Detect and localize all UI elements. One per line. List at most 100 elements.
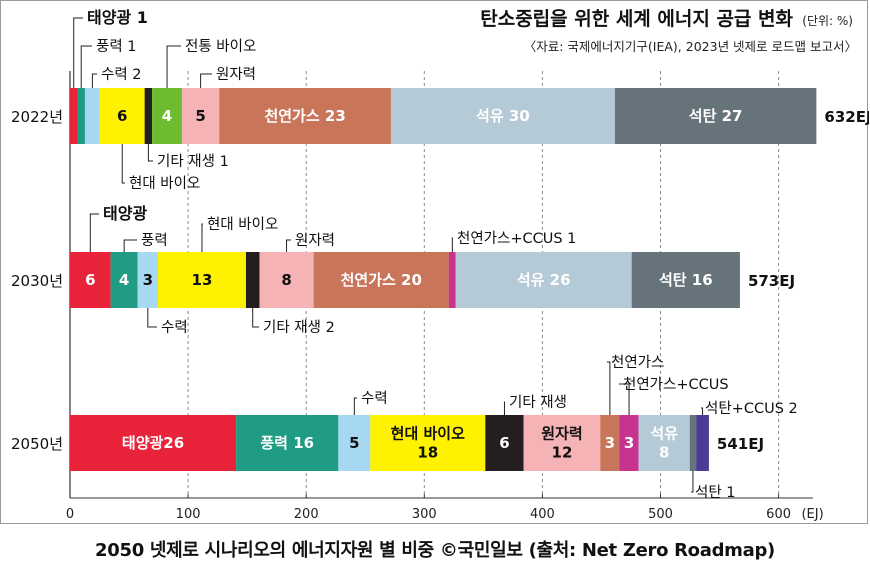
x-tick-label: 0 — [66, 507, 74, 522]
row-label: 2030년 — [11, 272, 63, 290]
callout-label: 천연가스+CCUS 1 — [457, 230, 576, 247]
leader-line — [503, 401, 505, 415]
segment-label: 4 — [162, 107, 172, 125]
figure-caption: 2050 넷제로 시나리오의 에너지자원 별 비중 ©국민일보 (출처: Net… — [95, 540, 775, 561]
bar-segment — [448, 252, 456, 308]
segment-label: 4 — [119, 271, 129, 289]
row-label: 2022년 — [11, 108, 63, 126]
segment-label: 천연가스 20 — [341, 271, 422, 289]
x-axis-unit: (EJ) — [801, 507, 823, 522]
segment-label: 석유 30 — [476, 107, 530, 125]
leader-line — [73, 17, 83, 88]
leader-line — [91, 73, 97, 88]
bar-segment — [523, 415, 601, 471]
bar-segment — [390, 88, 615, 144]
bar-segment — [338, 415, 371, 471]
segment-label: 8 — [659, 444, 669, 462]
bar-segment — [70, 88, 78, 144]
bar-segment — [77, 88, 85, 144]
stacked-bar-chart: 탄소중립을 위한 세계 에너지 공급 변화 (단위: %) 〈자료: 국제에너지기구… — [11, 8, 869, 522]
callout-label: 풍력 1 — [96, 38, 137, 55]
leader-line — [607, 361, 611, 415]
leader-line — [89, 213, 99, 252]
leader-line — [147, 308, 157, 328]
bar-segment — [181, 88, 220, 144]
source-note: 〈자료: 국제에너지기구(IEA), 2023년 넷제로 로드맵 보고서〉 — [524, 39, 857, 54]
segment-label: 천연가스 23 — [264, 107, 345, 125]
bar-segment — [110, 252, 138, 308]
callout-label: 기타 재생 1 — [157, 153, 229, 170]
row-total: 541EJ — [717, 435, 764, 453]
bar-segment — [455, 252, 632, 308]
bar-segment — [696, 415, 709, 471]
segment-label: 태양광26 — [122, 434, 184, 452]
chart-title: 탄소중립을 위한 세계 에너지 공급 변화 — [480, 8, 793, 30]
segment-label: 8 — [281, 271, 291, 289]
chart-frame: 탄소중립을 위한 세계 에너지 공급 변화 (단위: %) 〈자료: 국제에너지기구… — [0, 0, 869, 524]
segment-label: 18 — [417, 444, 438, 462]
bar-segment — [219, 88, 391, 144]
callout-label: 수력 — [161, 319, 188, 336]
segment-label: 석유 — [650, 425, 678, 443]
unit-label: (단위: %) — [802, 14, 853, 28]
leader-line — [121, 144, 125, 184]
bar-segment — [638, 415, 690, 471]
callout-label: 석탄 1 — [695, 484, 736, 501]
callout-label: 수력 — [361, 390, 388, 407]
leader-line — [166, 45, 181, 88]
callout-label: 천연가스 — [611, 354, 664, 371]
callout-label: 풍력 — [141, 232, 168, 249]
leader-line — [619, 383, 630, 415]
segment-label: 12 — [552, 444, 573, 462]
bar-segment — [259, 252, 314, 308]
bar-segment — [619, 415, 639, 471]
segment-label: 13 — [192, 271, 213, 289]
segment-label: 석탄 27 — [689, 107, 743, 125]
bar-segment — [370, 415, 486, 471]
bar-segment — [631, 252, 740, 308]
bar-segment — [70, 252, 111, 308]
bar-segment — [485, 415, 524, 471]
bar-segment — [99, 88, 145, 144]
segment-label: 6 — [117, 107, 127, 125]
callout-label: 석탄+CCUS 2 — [705, 400, 798, 417]
callout-label: 전통 바이오 — [185, 38, 256, 55]
callout-label: 원자력 — [295, 232, 335, 249]
row-total: 632EJ — [824, 108, 869, 126]
x-tick-label: 400 — [530, 507, 555, 522]
callout-label: 태양광 — [103, 204, 147, 223]
leader-line — [200, 73, 212, 88]
bar-segment — [600, 415, 620, 471]
callout-label: 기타 재생 — [509, 394, 567, 411]
x-tick-label: 200 — [294, 507, 319, 522]
segment-label: 6 — [499, 434, 509, 452]
segment-label: 3 — [605, 434, 615, 452]
segment-label: 5 — [195, 107, 205, 125]
bar-segment — [236, 415, 339, 471]
segment-label: 3 — [143, 271, 153, 289]
callout-label: 현대 바이오 — [207, 216, 278, 233]
bar-segment — [157, 252, 246, 308]
bar-segment — [152, 88, 182, 144]
bar-segment — [137, 252, 158, 308]
bar-segment — [70, 415, 237, 471]
x-tick-label: 600 — [766, 507, 791, 522]
leader-line — [147, 144, 153, 162]
leader-line — [451, 237, 453, 252]
leader-line — [353, 397, 357, 415]
row-label: 2050년 — [11, 435, 63, 453]
bar-segment — [144, 88, 153, 144]
segment-label: 원자력 — [541, 425, 582, 443]
callout-label: 기타 재생 2 — [263, 319, 335, 336]
callout-label: 수력 2 — [101, 66, 142, 83]
segment-label: 3 — [624, 434, 634, 452]
x-tick-label: 100 — [176, 507, 201, 522]
leader-line — [252, 308, 259, 328]
leader-line — [201, 223, 203, 252]
callout-label: 원자력 — [216, 66, 256, 83]
callout-label: 태양광 1 — [87, 8, 148, 27]
leader-line — [691, 471, 694, 493]
bar-segment — [313, 252, 449, 308]
bar-segment — [245, 252, 260, 308]
callout-label: 현대 바이오 — [129, 175, 200, 192]
